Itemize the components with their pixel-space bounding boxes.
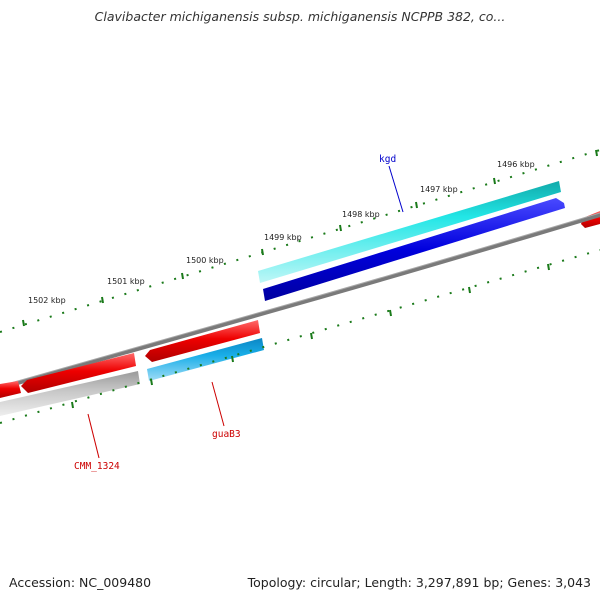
tick-label: 1497 kbp — [420, 185, 458, 194]
major-tick — [547, 263, 550, 271]
major-tick — [339, 224, 342, 232]
tick-label: 1498 kbp — [342, 210, 380, 219]
inner-tick-ring — [0, 249, 600, 424]
gene-label-CMM_1324[interactable]: CMM_1324 — [74, 461, 120, 472]
genome-backbone — [0, 213, 600, 390]
major-tick — [493, 177, 496, 185]
cds-guaB3[interactable] — [145, 320, 260, 362]
CMM_1324-leader-line — [87, 413, 100, 459]
tick-label: 1496 kbp — [497, 160, 535, 169]
cds-kgd-cyan[interactable] — [258, 181, 561, 283]
major-tick — [22, 319, 25, 327]
major-tick — [415, 201, 418, 209]
gene-label-kgd[interactable]: kgd — [379, 154, 396, 165]
major-tick — [468, 286, 471, 294]
tick-label: 1502 kbp — [28, 296, 66, 305]
major-tick — [310, 332, 313, 340]
tick-mark — [0, 149, 600, 333]
kgd-leader-line — [388, 165, 404, 213]
major-tick — [71, 401, 74, 409]
tick-mark — [0, 249, 600, 424]
genome-backbone-highlight — [0, 212, 600, 387]
accession-text: Accession: NC_009480 — [9, 575, 152, 590]
major-tick — [181, 272, 184, 280]
reverse-strand-features — [0, 320, 264, 416]
cds-CMM_1324[interactable] — [21, 353, 136, 393]
major-tick — [101, 296, 104, 304]
tick-label: 1499 kbp — [264, 233, 302, 242]
major-tick — [595, 149, 598, 157]
gene-label-guaB3[interactable]: guaB3 — [212, 429, 241, 440]
outer-tick-ring — [0, 149, 600, 333]
cds-CMM_1324-gray[interactable] — [0, 371, 140, 416]
tick-labels: 1496 kbp 1497 kbp 1498 kbp 1499 kbp 1500… — [28, 160, 535, 305]
major-tick — [150, 378, 153, 386]
cds-kgd-forward[interactable] — [263, 198, 565, 301]
major-tick — [389, 309, 392, 317]
guaB3-leader-line — [211, 381, 225, 427]
major-tick — [231, 355, 234, 363]
cds-guaB3-lightblue[interactable] — [147, 338, 264, 381]
major-tick — [261, 248, 264, 256]
map-title: Clavibacter michiganensis subsp. michiga… — [94, 9, 506, 24]
cds-left-edge[interactable] — [0, 381, 21, 398]
tick-label: 1500 kbp — [186, 256, 224, 265]
tick-label: 1501 kbp — [107, 277, 145, 286]
forward-strand-features — [258, 181, 600, 301]
genome-summary-text: Topology: circular; Length: 3,297,891 bp… — [247, 575, 591, 590]
